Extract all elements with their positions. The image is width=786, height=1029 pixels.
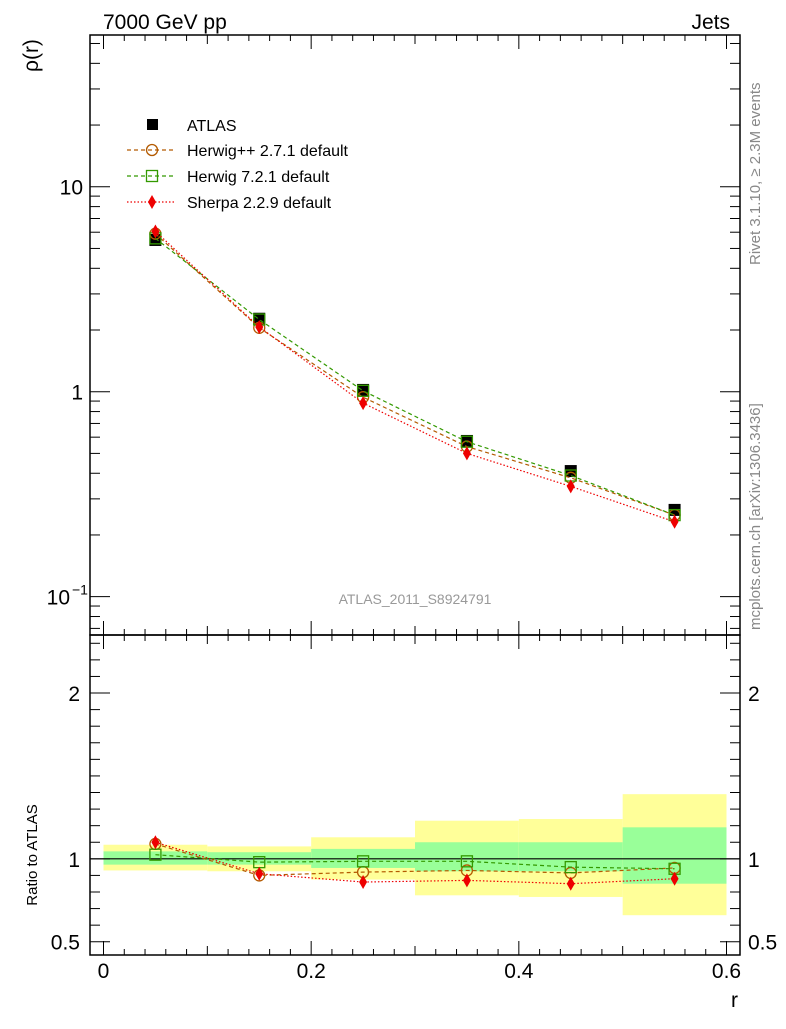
ratio-band-stat-4 <box>518 842 623 872</box>
ratio-y-tick-label-left-1: 1 <box>68 849 80 872</box>
ratio-series-point-2-0 <box>151 835 160 850</box>
ratio-y-axis-title: Ratio to ATLAS <box>24 804 41 905</box>
legend-label-sherpa: Sherpa 2.2.9 default <box>187 195 332 212</box>
rivet-label: Rivet 3.1.10, ≥ 2.3M events <box>747 83 764 266</box>
main-series-point-3-0 <box>151 224 160 239</box>
ratio-series-point-1-3 <box>460 855 474 868</box>
ratio-y-tick-label-left-2: 2 <box>68 683 80 706</box>
x-axis-title: r <box>731 989 738 1012</box>
ratio-series-layer <box>149 835 681 891</box>
ratio-series-point-2-5 <box>670 871 679 886</box>
main-series-point-3-1 <box>255 319 264 334</box>
mcplots-label: mcplots.cern.ch [arXiv:1306.3436] <box>747 403 764 630</box>
legend-marker-herwigpp <box>145 143 159 157</box>
main-series-point-3-2 <box>359 396 368 411</box>
main-series-line-1 <box>155 233 675 516</box>
main-y-tick-label-0: 10 <box>60 177 83 200</box>
ratio-y-tick-label-right-0: 0.5 <box>748 932 777 955</box>
main-series-line-2 <box>155 237 675 516</box>
x-tick-label-1: 0.2 <box>297 960 326 983</box>
ratio-y-tick-label-right-1: 1 <box>748 849 760 872</box>
main-series-line-3 <box>155 231 675 523</box>
analysis-id: ATLAS_2011_S8924791 <box>339 591 492 607</box>
x-tick-label-3: 0.6 <box>712 960 741 983</box>
main-series-point-3-5 <box>670 514 679 529</box>
ratio-y-tick-label-right-2: 2 <box>748 683 760 706</box>
x-tick-label-0: 0 <box>98 960 110 983</box>
legend-entry-atlas: ATLAS <box>147 118 237 135</box>
ratio-band-layer <box>90 794 740 916</box>
main-series-point-0-0 <box>149 233 162 246</box>
legend-marker-atlas <box>147 119 158 130</box>
main-series-layer <box>149 224 681 529</box>
main-y-axis-title: ρ(r) <box>20 39 43 72</box>
ratio-series-line-1 <box>155 854 675 870</box>
ratio-series-point-2-4 <box>566 876 575 891</box>
legend-entry-herwig7: Herwig 7.2.1 default <box>127 169 330 186</box>
ratio-band-stat-0 <box>103 851 208 865</box>
legend-entry-sherpa: Sherpa 2.2.9 default <box>127 195 332 212</box>
main-series-point-3-3 <box>462 446 471 461</box>
legend-entry-herwigpp: Herwig++ 2.7.1 default <box>127 143 349 160</box>
legend-marker-sherpa <box>148 195 156 209</box>
main-y-tick-label-2: 10 <box>47 587 70 610</box>
ratio-series-point-2-3 <box>462 873 471 888</box>
legend-label-herwig7: Herwig 7.2.1 default <box>187 169 330 186</box>
ratio-series-line-2 <box>155 841 675 885</box>
ratio-series-point-1-2 <box>356 855 370 868</box>
legend-label-atlas: ATLAS <box>187 118 237 135</box>
energy-label: 7000 GeV pp <box>103 11 227 34</box>
legend: ATLAS Herwig++ 2.7.1 default Herwig 7.2.… <box>127 118 349 212</box>
ratio-series-point-2-2 <box>359 875 368 890</box>
ratio-series-point-2-1 <box>255 866 264 881</box>
ratio-series-line-0 <box>155 843 675 877</box>
main-y-tick-exp-2: −1 <box>72 582 88 598</box>
process-label: Jets <box>691 11 730 34</box>
ratio-y-tick-label-left-0: 0.5 <box>51 932 80 955</box>
legend-marker-herwig7 <box>145 169 159 183</box>
legend-label-herwigpp: Herwig++ 2.7.1 default <box>187 143 349 160</box>
x-tick-label-2: 0.4 <box>504 960 534 983</box>
main-series-point-3-4 <box>566 479 575 494</box>
ratio-series-point-1-4 <box>564 860 577 874</box>
main-y-tick-label-1: 1 <box>71 382 83 405</box>
